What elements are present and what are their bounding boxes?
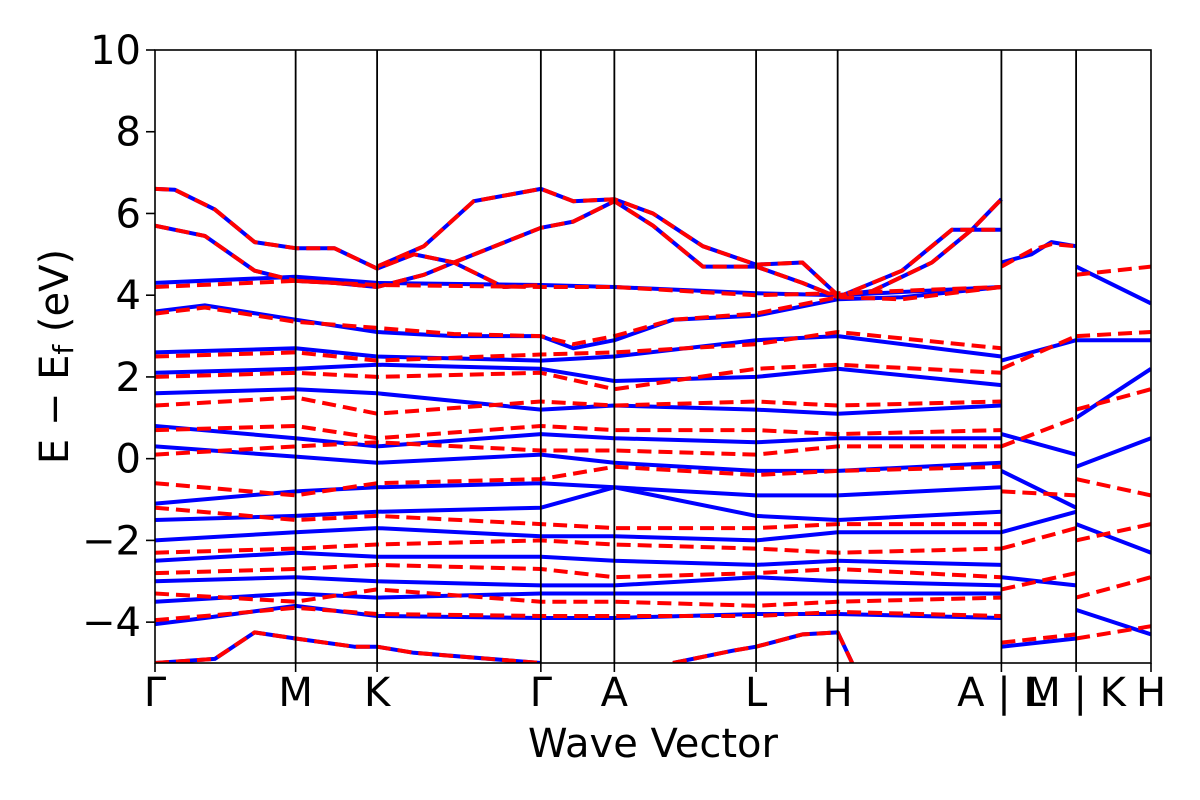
- solid-band-line: [1075, 522, 1151, 555]
- dashed-band-line: [1075, 575, 1151, 600]
- solid-band-line: [155, 575, 1002, 588]
- solid-band-line: [1000, 509, 1077, 535]
- dashed-band-line: [155, 362, 1002, 392]
- solid-band-line: [155, 444, 1002, 473]
- dashed-band-line: [155, 505, 1002, 531]
- dashed-band-line: [1075, 522, 1151, 543]
- dashed-band-line: [376, 186, 1003, 298]
- x-tick-label: A: [601, 670, 629, 716]
- x-tick-label: H: [823, 670, 853, 716]
- y-tick-label: 0: [116, 437, 141, 483]
- x-tick-label: Γ: [530, 670, 553, 716]
- x-tick-label: H: [1136, 670, 1166, 716]
- dashed-band-line: [1075, 624, 1151, 641]
- x-tick-label: K: [364, 670, 392, 716]
- bands-layer: [155, 186, 1151, 663]
- solid-band-line: [1001, 636, 1077, 649]
- solid-band-line: [155, 186, 542, 289]
- solid-band-line: [155, 362, 1002, 388]
- solid-band-line: [1075, 367, 1151, 420]
- dashed-band-line: [1000, 415, 1077, 449]
- dashed-band-line: [155, 278, 1002, 298]
- y-axis-label-unit: (eV): [32, 249, 78, 345]
- solid-band-line: [155, 387, 1002, 416]
- solid-band-line: [155, 481, 1002, 506]
- y-axis-label: E − Ef (eV): [32, 249, 80, 464]
- dashed-band-line: [1000, 571, 1077, 592]
- dashed-band-line: [1000, 242, 1077, 269]
- y-tick-label: −2: [82, 518, 141, 564]
- solid-band-line: [1001, 575, 1077, 588]
- y-axis-label-main: E − E: [32, 355, 78, 465]
- plot-frame: [154, 49, 1152, 664]
- x-tick-label: Γ: [144, 670, 167, 716]
- dashed-band-line: [672, 630, 855, 663]
- dashed-band-line: [155, 630, 542, 663]
- y-tick-label: 8: [116, 110, 141, 156]
- dashed-band-line: [1000, 526, 1077, 551]
- x-axis-label: Wave Vector: [528, 721, 779, 767]
- y-tick-label: 10: [90, 28, 141, 74]
- dashed-band-line: [1001, 632, 1077, 645]
- x-tick-label: L: [745, 670, 768, 716]
- dashed-band-line: [1001, 489, 1077, 498]
- y-axis-label-subscript: f: [47, 344, 80, 355]
- solid-band-line: [155, 526, 1002, 543]
- dashed-band-line: [1075, 264, 1151, 277]
- solid-band-line: [155, 485, 1002, 522]
- solid-band-line: [1000, 338, 1077, 363]
- dashed-band-line: [155, 424, 1002, 441]
- dashed-band-line: [155, 587, 1002, 608]
- solid-band-line: [155, 550, 1002, 567]
- solid-band-line: [155, 334, 1002, 363]
- dashed-band-line: [155, 562, 1002, 580]
- solid-band-line: [1000, 469, 1077, 510]
- solid-band-line: [155, 591, 1002, 604]
- solid-band-line: [1000, 432, 1077, 457]
- solid-band-line: [1075, 607, 1151, 637]
- dashed-band-line: [1075, 477, 1151, 498]
- y-tick-label: 6: [116, 191, 141, 237]
- dashed-band-line: [155, 395, 1002, 416]
- x-tick-label: A | L: [957, 670, 1046, 716]
- x-tick-label: M: [278, 670, 313, 716]
- dashed-band-line: [155, 186, 542, 289]
- dashed-band-line: [1075, 330, 1151, 339]
- y-tick-label: 2: [116, 355, 141, 401]
- solid-band-line: [1075, 436, 1151, 469]
- y-tick-label: 4: [116, 273, 141, 319]
- y-axis-ticks: −4 −2 0 2 4 6 8 10: [82, 28, 155, 646]
- dashed-band-line: [1000, 334, 1077, 371]
- y-tick-label: −4: [82, 600, 141, 646]
- kpoint-lines: [294, 50, 1078, 663]
- dashed-band-line: [155, 285, 1002, 347]
- dashed-band-line: [155, 330, 1002, 363]
- dashed-band-line: [155, 464, 1002, 498]
- x-tick-label: M | K: [1026, 670, 1127, 716]
- solid-band-line: [155, 424, 1002, 449]
- dashed-band-line: [1075, 387, 1151, 412]
- dashed-band-line: [155, 538, 1002, 555]
- dashed-band-line: [155, 440, 1002, 457]
